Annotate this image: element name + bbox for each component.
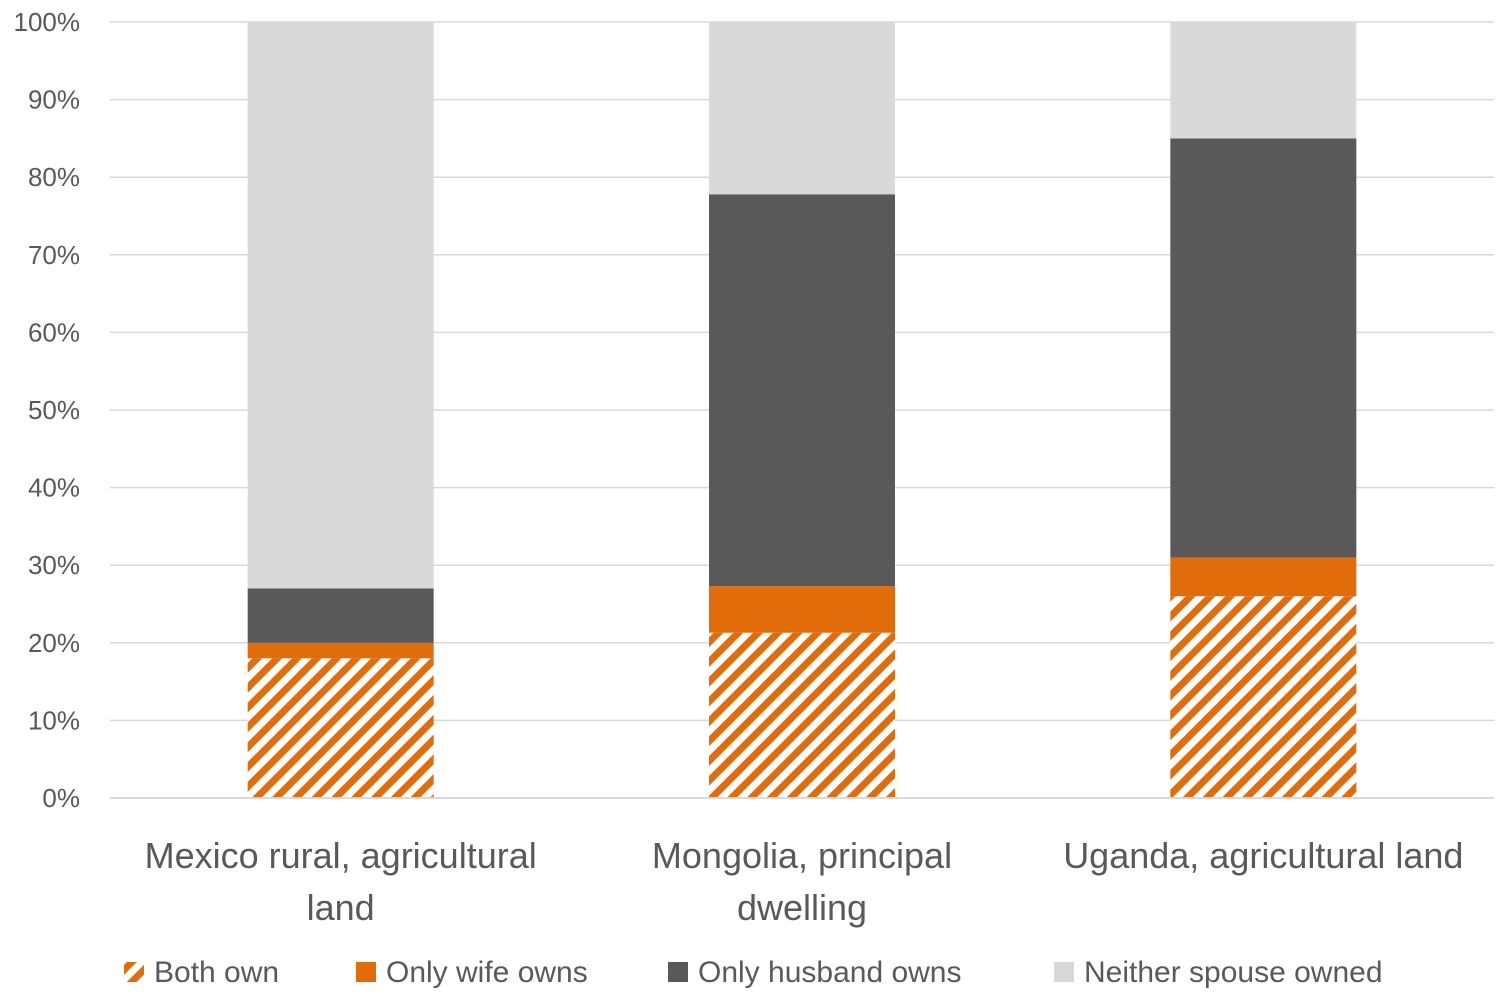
- x-category-label: Mongolia, principal: [652, 835, 952, 876]
- y-axis-tick-labels: 0% 10% 20% 30% 40% 50% 60% 70% 80% 90% 100%: [14, 7, 81, 813]
- y-tick-label: 60%: [28, 317, 80, 347]
- x-category-label: Uganda, agricultural land: [1063, 835, 1463, 876]
- y-tick-label: 70%: [28, 240, 80, 270]
- bar-segment-only-wife-owns: [709, 586, 895, 633]
- legend: Both own Only wife owns Only husband owns N…: [124, 956, 1383, 989]
- y-tick-label: 10%: [28, 705, 80, 735]
- y-tick-label: 90%: [28, 85, 80, 115]
- bar-segment-only-husband-owns: [1170, 138, 1357, 558]
- y-tick-label: 30%: [28, 550, 80, 580]
- legend-label-only-wife-owns: Only wife owns: [386, 956, 588, 989]
- bar-segment-only-husband-owns: [247, 588, 434, 643]
- bar-segment-both-own: [709, 632, 895, 798]
- bar-segment-both-own: [1170, 596, 1357, 798]
- bar-segment-both-own: [247, 658, 434, 798]
- bar-segment-only-wife-owns: [1170, 557, 1357, 597]
- bar-segment-neither-spouse-owned: [1170, 22, 1357, 139]
- x-category-label: Mexico rural, agricultural: [145, 835, 537, 876]
- legend-label-both-own: Both own: [154, 956, 279, 989]
- bar-segment-neither-spouse-owned: [709, 22, 895, 195]
- x-category-label: land: [307, 887, 375, 928]
- legend-label-neither-spouse-owned: Neither spouse owned: [1084, 956, 1383, 989]
- legend-swatch-both-own: [124, 962, 144, 982]
- legend-swatch-only-husband-owns: [668, 962, 688, 982]
- bar-segment-neither-spouse-owned: [247, 22, 434, 589]
- x-category-label: dwelling: [737, 887, 867, 928]
- y-tick-label: 0%: [42, 783, 80, 813]
- legend-label-only-husband-owns: Only husband owns: [698, 956, 962, 989]
- y-tick-label: 80%: [28, 162, 80, 192]
- bars: [247, 22, 1357, 798]
- bar-segment-only-wife-owns: [247, 642, 434, 659]
- y-tick-label: 50%: [28, 395, 80, 425]
- legend-swatch-neither-spouse-owned: [1054, 962, 1074, 982]
- x-axis-category-labels: Mexico rural, agricultural land Mongolia, …: [145, 835, 1464, 928]
- bar-segment-only-husband-owns: [709, 194, 895, 587]
- y-tick-label: 20%: [28, 628, 80, 658]
- y-tick-label: 40%: [28, 473, 80, 503]
- legend-swatch-only-wife-owns: [356, 962, 376, 982]
- y-tick-label: 100%: [14, 7, 81, 37]
